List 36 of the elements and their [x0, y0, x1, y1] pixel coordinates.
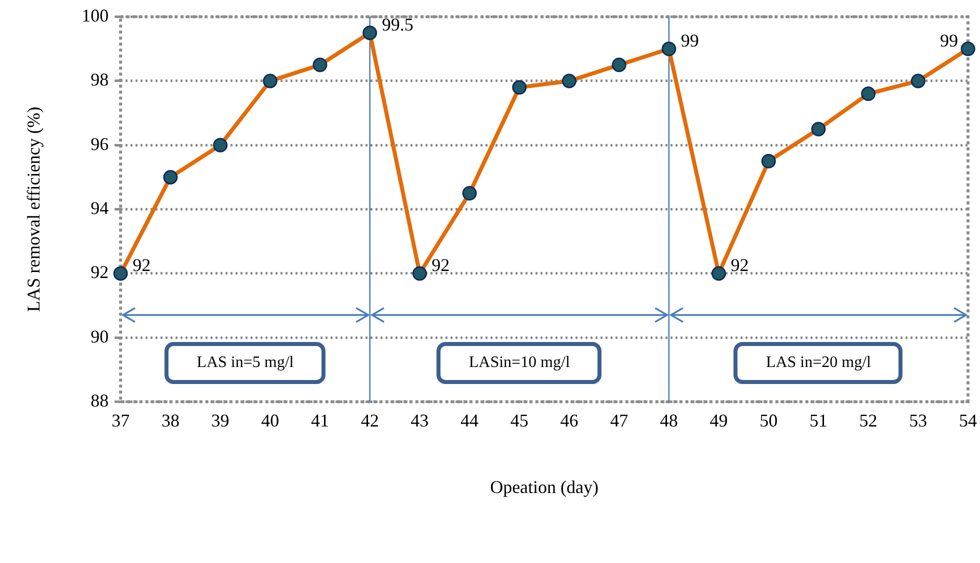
y-tick-label: 94 — [90, 198, 109, 218]
annotation: LAS in=20 mg/l — [734, 342, 903, 384]
x-tick-label: 51 — [809, 410, 828, 430]
x-tick-label: 47 — [610, 410, 628, 430]
x-axis-title: Opeation (day) — [490, 476, 599, 497]
y-tick-label: 96 — [90, 134, 109, 154]
data-label: 99 — [680, 30, 699, 51]
x-tick-label: 39 — [211, 410, 230, 430]
y-tick-label: 100 — [82, 6, 109, 26]
x-tick-label: 48 — [660, 410, 678, 430]
data-label: 92 — [432, 255, 450, 276]
x-tick-label: 44 — [460, 410, 479, 430]
x-tick-label: 38 — [161, 410, 180, 430]
data-label: 99.5 — [382, 14, 414, 35]
y-tick-label: 98 — [90, 70, 109, 90]
annotation: LASin=10 mg/l — [436, 342, 602, 384]
x-tick-label: 49 — [710, 410, 728, 430]
y-tick-label: 88 — [90, 390, 109, 411]
x-tick-label: 50 — [760, 410, 778, 430]
x-tick-label: 37 — [112, 410, 130, 430]
x-tick-label: 54 — [959, 410, 977, 430]
x-tick-label: 43 — [410, 410, 429, 430]
data-label: 92 — [730, 255, 749, 276]
data-label: 92 — [132, 255, 151, 276]
y-tick-label: 92 — [90, 262, 109, 282]
x-tick-label: 42 — [360, 410, 379, 430]
x-tick-label: 41 — [310, 410, 329, 430]
x-tick-label: 52 — [859, 410, 878, 430]
annotation: LAS in=5 mg/l — [164, 342, 326, 384]
x-tick-label: 46 — [560, 410, 578, 430]
x-tick-label: 45 — [510, 410, 528, 430]
y-axis-title: LAS removal efficiency (%) — [24, 106, 44, 312]
y-tick-label: 90 — [90, 326, 109, 346]
x-tick-label: 40 — [261, 410, 280, 430]
x-tick-label: 53 — [909, 410, 928, 430]
data-label: 99 — [940, 30, 958, 51]
